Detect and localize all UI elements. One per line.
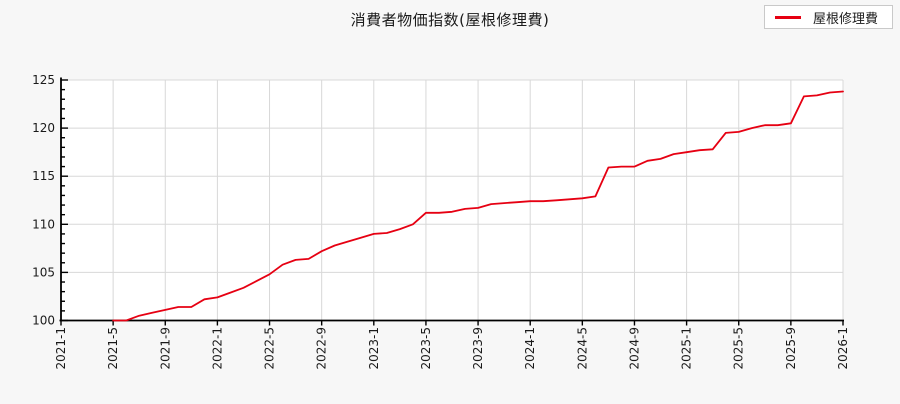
x-tick-label: 2024-9 — [627, 327, 641, 370]
gridlines — [60, 79, 844, 321]
x-tick-label: 2025-5 — [732, 327, 746, 370]
x-tick-label: 2022-1 — [210, 327, 224, 370]
x-tick-label: 2023-1 — [367, 327, 381, 370]
x-tick-label: 2021-9 — [158, 327, 172, 370]
series-line — [112, 90, 844, 322]
y-tick-label: 110 — [32, 217, 55, 231]
y-tick-labels: 100 105 110 115 120 125 — [32, 73, 55, 328]
x-tick-label: 2024-1 — [523, 327, 537, 370]
x-tick-label: 2021-1 — [54, 327, 68, 370]
x-tick-label: 2023-9 — [471, 327, 485, 370]
x-tick-label: 2022-9 — [315, 327, 329, 370]
x-tick-label: 2023-5 — [419, 327, 433, 370]
y-tick-label: 100 — [32, 314, 55, 328]
ticks — [60, 79, 844, 326]
x-tick-labels: 2021-1 2021-5 2021-9 2022-1 2022-5 2022-9 2023… — [54, 327, 850, 370]
x-tick-label: 2024-5 — [575, 327, 589, 370]
legend-box: 屋根修理費 — [763, 5, 893, 29]
x-tick-label: 2025-9 — [784, 327, 798, 370]
y-tick-label: 120 — [32, 121, 55, 135]
y-tick-label: 125 — [32, 73, 55, 87]
y-tick-label: 105 — [32, 265, 55, 279]
x-tick-label: 2025-1 — [680, 327, 694, 370]
legend-series-label: 屋根修理費 — [812, 11, 878, 27]
plot-background — [61, 80, 843, 321]
x-tick-label: 2022-5 — [263, 327, 277, 370]
y-tick-label: 115 — [32, 169, 55, 183]
chart-title: 消費者物価指数(屋根修理費) — [350, 11, 550, 29]
x-tick-label: 2021-5 — [106, 327, 120, 370]
x-tick-label: 2026-1 — [836, 327, 850, 370]
legend-line-swatch — [774, 15, 801, 19]
